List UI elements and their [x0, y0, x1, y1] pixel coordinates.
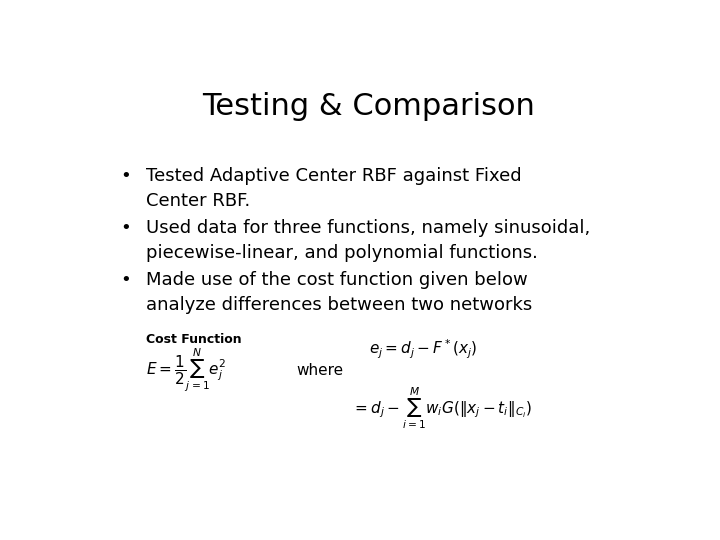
Text: •: •: [121, 167, 132, 185]
Text: Made use of the cost function given below: Made use of the cost function given belo…: [145, 271, 528, 288]
Text: $= d_j - \sum_{i=1}^{M} w_i G\left(\|x_j - t_i\|_{C_i}\right)$: $= d_j - \sum_{i=1}^{M} w_i G\left(\|x_j…: [352, 385, 532, 430]
Text: $e_j = d_j - F^*(x_j)$: $e_j = d_j - F^*(x_j)$: [369, 338, 477, 361]
Text: Cost Function: Cost Function: [145, 333, 241, 346]
Text: Tested Adaptive Center RBF against Fixed: Tested Adaptive Center RBF against Fixed: [145, 167, 521, 185]
Text: $E = \dfrac{1}{2}\sum_{j=1}^{N} e_j^2$: $E = \dfrac{1}{2}\sum_{j=1}^{N} e_j^2$: [145, 347, 226, 394]
Text: Testing & Comparison: Testing & Comparison: [202, 92, 536, 121]
Text: Used data for three functions, namely sinusoidal,: Used data for three functions, namely si…: [145, 219, 590, 237]
Text: Center RBF.: Center RBF.: [145, 192, 250, 210]
Text: where: where: [297, 363, 343, 378]
Text: analyze differences between two networks: analyze differences between two networks: [145, 295, 532, 314]
Text: •: •: [121, 219, 132, 237]
Text: piecewise-linear, and polynomial functions.: piecewise-linear, and polynomial functio…: [145, 244, 538, 261]
Text: •: •: [121, 271, 132, 288]
